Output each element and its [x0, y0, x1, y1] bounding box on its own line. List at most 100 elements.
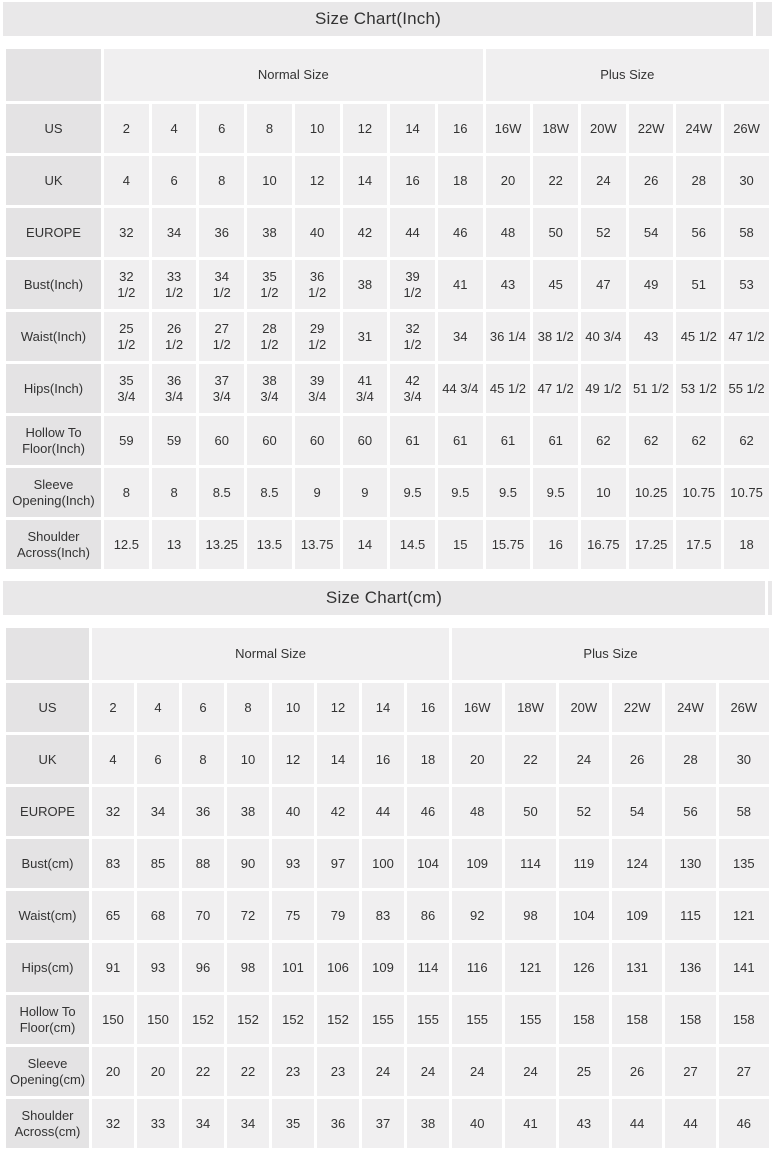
table-cell: 152 [272, 995, 314, 1044]
table-cell: 14 [342, 520, 388, 569]
table-cell: 28 1/2 [247, 312, 292, 361]
table-row: Sleeve Opening(Inch) 8 8 8.5 8.5 9 9 9.5 9.5 9.5 9… [6, 468, 769, 517]
table-cell: 56 [676, 208, 722, 257]
table-row: Normal Size Plus Size [6, 49, 769, 101]
table-cell: 36 [199, 208, 245, 257]
table-cell: 47 [581, 260, 626, 309]
table-cell: 85 [137, 839, 179, 888]
table-cell: 15 [437, 520, 483, 569]
table-cell: 38 [407, 1099, 450, 1148]
table-cell: 18 [724, 520, 769, 569]
table-cell: 114 [505, 839, 556, 888]
table-cell: 36 1/4 [485, 312, 531, 361]
row-label-us: US [6, 104, 101, 153]
table-cell: 9.5 [390, 468, 435, 517]
table-cell: 9.5 [533, 468, 579, 517]
table-cell: 114 [407, 943, 450, 992]
table-cell: 119 [558, 839, 609, 888]
table-cell: 34 [151, 208, 197, 257]
table-cell: 8 [151, 468, 197, 517]
table-cell: 155 [362, 995, 404, 1044]
table-cell: 131 [611, 943, 663, 992]
column-group-plus-size: Plus Size [485, 49, 769, 101]
table-cell: 26W [724, 104, 769, 153]
row-label-sleeve-opening-inch: Sleeve Opening(Inch) [6, 468, 101, 517]
table-cell: 8 [247, 104, 292, 153]
table-cell: 24W [665, 683, 716, 732]
table-cell: 39 3/4 [294, 364, 340, 413]
table-cell: 18 [437, 156, 483, 205]
table-cell: 91 [92, 943, 134, 992]
table-cell: 98 [505, 891, 556, 940]
table-cell: 42 [342, 208, 388, 257]
table-cell: 8 [227, 683, 269, 732]
table-cell: 62 [724, 416, 769, 465]
table-row: UK 4 6 8 10 12 14 16 18 20 22 24 26 28 30 [6, 735, 769, 784]
row-label-europe: EUROPE [6, 787, 89, 836]
table-cell: 2 [92, 683, 134, 732]
table-cell: 16 [437, 104, 483, 153]
table-row: EUROPE 32 34 36 38 40 42 44 46 48 50 52 54 56 58 [6, 787, 769, 836]
table-cell: 38 [342, 260, 388, 309]
table-cell: 13.25 [199, 520, 245, 569]
table-cell: 20 [485, 156, 531, 205]
table-cell: 101 [272, 943, 314, 992]
row-label-bust-inch: Bust(Inch) [6, 260, 101, 309]
table-cell: 53 [724, 260, 769, 309]
table-cell: 46 [718, 1099, 769, 1148]
table-cell: 45 1/2 [485, 364, 531, 413]
table-cell: 16 [390, 156, 435, 205]
table-cell: 155 [452, 995, 503, 1044]
table-cell: 8 [104, 468, 149, 517]
table-cell: 93 [272, 839, 314, 888]
table-cell: 8.5 [247, 468, 292, 517]
size-chart-inch-section: Size Chart(Inch) Normal Size Plus Size US 2 4… [3, 2, 772, 572]
table-cell: 27 [665, 1047, 716, 1096]
table-cell: 37 3/4 [199, 364, 245, 413]
column-group-normal-size: Normal Size [104, 49, 483, 101]
table-cell: 43 [485, 260, 531, 309]
table-cell: 60 [342, 416, 388, 465]
table-cell: 109 [452, 839, 503, 888]
table-cell: 20 [92, 1047, 134, 1096]
table-cell: 26 [628, 156, 674, 205]
table-cell: 60 [199, 416, 245, 465]
size-chart-inch-title: Size Chart(Inch) [3, 2, 753, 36]
table-cell: 59 [151, 416, 197, 465]
table-cell: 158 [611, 995, 663, 1044]
table-cell: 39 1/2 [390, 260, 435, 309]
table-cell: 37 [362, 1099, 404, 1148]
table-cell: 92 [452, 891, 503, 940]
table-cell: 97 [317, 839, 359, 888]
table-cell: 24 [452, 1047, 503, 1096]
table-cell: 65 [92, 891, 134, 940]
table-cell: 34 1/2 [199, 260, 245, 309]
table-cell: 41 [437, 260, 483, 309]
table-cell: 12.5 [104, 520, 149, 569]
table-cell: 60 [247, 416, 292, 465]
table-cell: 22 [227, 1047, 269, 1096]
table-cell: 22 [505, 735, 556, 784]
table-cell: 14 [390, 104, 435, 153]
table-cell: 20W [558, 683, 609, 732]
table-cell: 62 [628, 416, 674, 465]
table-row: Hips(cm) 91 93 96 98 101 106 109 114 116 121 126 131… [6, 943, 769, 992]
table-cell: 24 [558, 735, 609, 784]
table-cell: 45 [533, 260, 579, 309]
table-cell: 45 1/2 [676, 312, 722, 361]
table-cell: 4 [137, 683, 179, 732]
table-cell: 96 [182, 943, 224, 992]
table-row: Waist(cm) 65 68 70 72 75 79 83 86 92 98 104 109 115 12… [6, 891, 769, 940]
table-cell: 72 [227, 891, 269, 940]
table-cell: 141 [718, 943, 769, 992]
row-label-uk: UK [6, 735, 89, 784]
table-cell: 31 [342, 312, 388, 361]
table-cell: 28 [676, 156, 722, 205]
table-cell: 44 [362, 787, 404, 836]
table-cell: 130 [665, 839, 716, 888]
table-cell: 54 [611, 787, 663, 836]
table-cell: 4 [92, 735, 134, 784]
table-cell: 38 3/4 [247, 364, 292, 413]
table-cell: 62 [676, 416, 722, 465]
table-cell: 25 1/2 [104, 312, 149, 361]
